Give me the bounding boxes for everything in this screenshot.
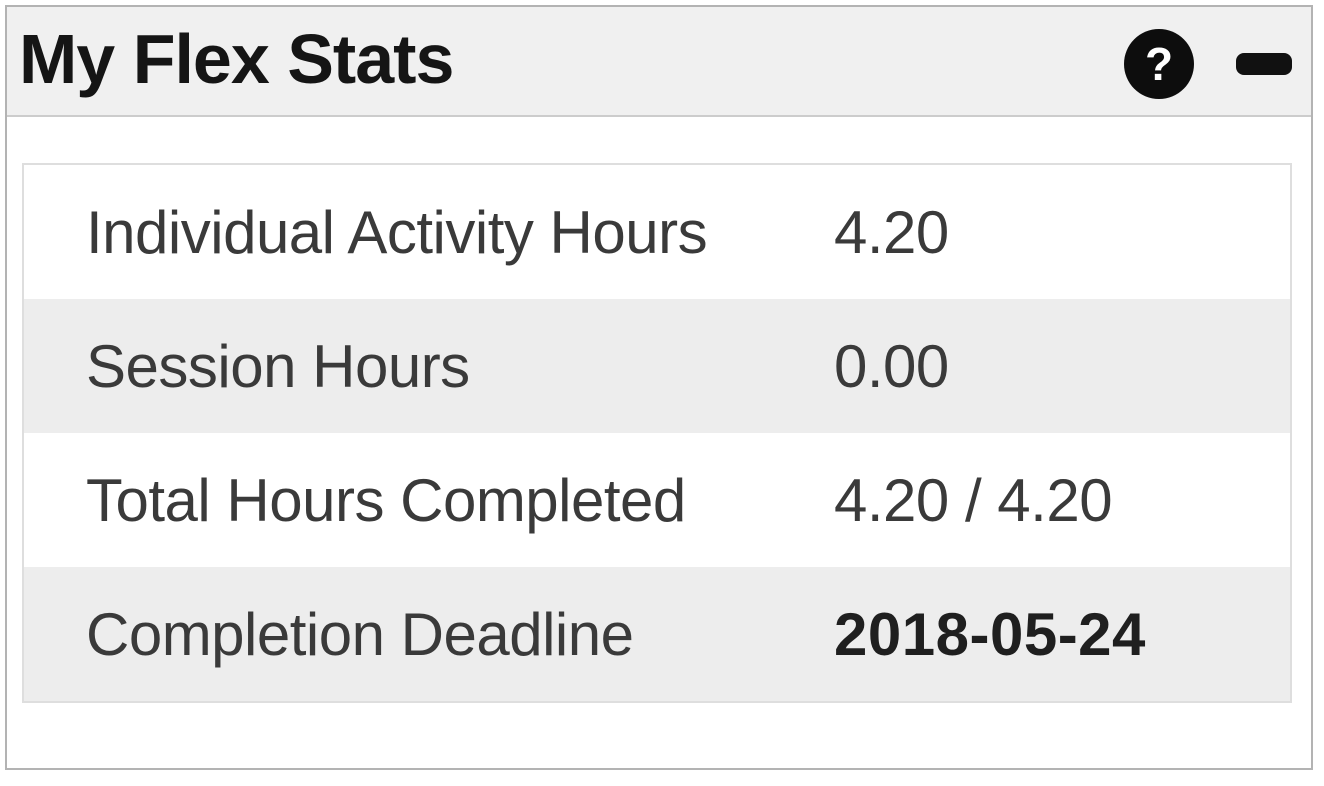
table-row: Completion Deadline 2018-05-24 [24, 567, 1290, 701]
widget-title: My Flex Stats [19, 20, 454, 98]
row-label: Completion Deadline [86, 600, 634, 668]
row-label: Session Hours [86, 332, 470, 400]
widget-body: Individual Activity Hours 4.20 Session H… [7, 117, 1311, 703]
question-mark-icon: ? [1144, 38, 1174, 90]
row-value: 0.00 [834, 332, 949, 400]
row-label: Total Hours Completed [86, 466, 686, 534]
widget-header: My Flex Stats ? [7, 7, 1311, 117]
row-label: Individual Activity Hours [86, 198, 708, 266]
row-value: 4.20 / 4.20 [834, 466, 1113, 534]
stats-table: Individual Activity Hours 4.20 Session H… [22, 163, 1292, 703]
row-value: 2018-05-24 [834, 600, 1146, 668]
row-value: 4.20 [834, 198, 949, 266]
table-row: Individual Activity Hours 4.20 [24, 165, 1290, 299]
help-button[interactable]: ? [1124, 29, 1194, 99]
table-row: Session Hours 0.00 [24, 299, 1290, 433]
minimize-icon[interactable] [1236, 53, 1292, 75]
table-row: Total Hours Completed 4.20 / 4.20 [24, 433, 1290, 567]
my-flex-stats-widget: My Flex Stats ? Individual Activity Hour… [5, 5, 1313, 770]
